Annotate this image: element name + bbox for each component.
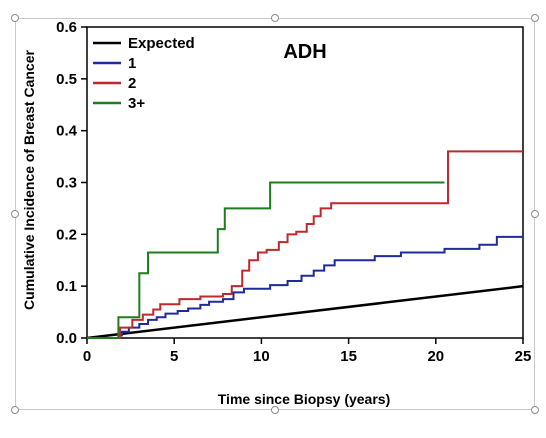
x-tick-label: 25 — [515, 348, 532, 365]
resize-handle-bottom-left[interactable] — [11, 406, 19, 414]
resize-handle-middle-right[interactable] — [531, 210, 539, 218]
x-tick-label: 5 — [170, 348, 178, 365]
y-tick-label: 0.4 — [56, 123, 78, 140]
y-tick-label: 0.5 — [56, 71, 77, 88]
series-line-1 — [86, 284, 524, 340]
legend-label: Expected — [128, 35, 195, 52]
series-line-2 — [87, 235, 523, 339]
legend-label: 3+ — [128, 95, 145, 112]
x-tick-label: 20 — [427, 348, 444, 365]
x-tick-label: 0 — [83, 348, 91, 365]
x-axis-label: Time since Biopsy (years) — [218, 391, 390, 407]
resize-handle-bottom-right[interactable] — [531, 406, 539, 414]
y-axis-label: Cumulative Incidence of Breast Cancer — [21, 50, 37, 310]
legend-label: 2 — [128, 75, 136, 92]
legend-label: 1 — [128, 55, 136, 72]
y-tick-label: 0.6 — [56, 19, 77, 36]
resize-handle-top-center[interactable] — [271, 14, 279, 22]
y-tick-label: 0.2 — [56, 226, 77, 243]
x-tick-label: 15 — [340, 348, 357, 365]
y-tick-label: 0.3 — [56, 175, 77, 192]
resize-handle-middle-left[interactable] — [11, 210, 19, 218]
series-line-4 — [87, 181, 445, 339]
resize-handle-bottom-center[interactable] — [271, 406, 279, 414]
series-line-3 — [87, 150, 523, 339]
resize-handle-top-right[interactable] — [531, 14, 539, 22]
y-tick-label: 0.0 — [56, 330, 77, 347]
x-tick-label: 10 — [253, 348, 270, 365]
resize-handle-top-left[interactable] — [11, 14, 19, 22]
y-tick-label: 0.1 — [56, 278, 77, 295]
chart-title: ADH — [283, 41, 326, 63]
